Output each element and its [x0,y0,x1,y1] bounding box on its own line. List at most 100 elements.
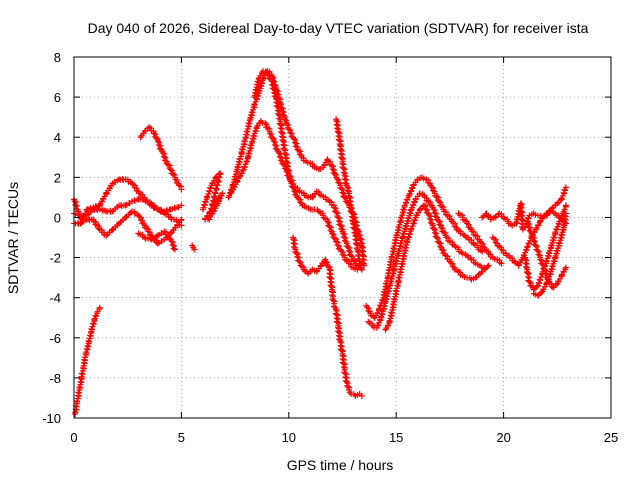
data-point [171,246,178,253]
data-point [141,234,148,241]
data-point [154,232,161,239]
data-point [127,209,134,216]
y-tick-label: -8 [49,371,61,386]
data-point [141,128,148,135]
x-tick-labels: 0 5 10 15 20 25 [70,430,618,445]
data-point [340,169,347,176]
data-point [534,247,541,254]
data-point [345,247,352,254]
data-point [337,222,344,229]
data-point [333,209,340,216]
data-point [543,212,550,219]
data-point [170,245,177,252]
x-tick-label: 0 [70,430,77,445]
data-point [484,263,491,270]
data-point [434,234,441,241]
data-point [432,213,439,220]
data-point [335,214,342,221]
data-point [346,201,353,208]
x-tick-label: 5 [178,430,185,445]
data-point [71,198,78,205]
data-point [285,172,292,179]
plot-border [73,56,612,419]
data-point [348,252,355,259]
data-point [276,115,283,122]
data-point [492,214,499,221]
data-point [472,274,479,281]
data-point [283,121,290,128]
x-tick-label: 20 [496,430,510,445]
data-point [327,227,334,234]
data-point [485,262,492,269]
data-point [525,223,532,230]
data-point [539,261,546,268]
data-point [351,229,358,236]
x-tick-label: 10 [282,430,296,445]
data-point [426,215,433,222]
chart-title: Day 040 of 2026, Sidereal Day-to-day VTE… [88,20,589,36]
y-tick-label: 0 [54,210,61,225]
y-tick-label: -6 [49,331,61,346]
data-point [288,180,295,187]
y-axis-title: SDTVAR / TECUs [5,182,21,294]
data-point [178,216,185,223]
data-point [95,225,102,232]
data-point [166,235,173,242]
data-point [294,253,301,260]
data-point [345,383,352,390]
data-point [426,212,433,219]
data-point [340,364,347,371]
data-point [338,225,345,232]
data-point [328,162,335,169]
y-tick-label: 4 [54,130,61,145]
data-point [529,233,536,240]
y-tick-label: 8 [54,50,61,65]
data-point [537,256,544,263]
data-point [550,284,557,291]
data-point [340,230,347,237]
data-point [167,166,174,173]
data-points [71,68,569,417]
data-point [522,263,529,270]
y-tick-label: -2 [49,251,61,266]
data-point [562,184,569,191]
y-tick-label: 2 [54,170,61,185]
data-point [339,189,346,196]
data-point [345,243,352,250]
data-point [498,260,505,267]
data-point [293,249,300,256]
data-point [96,304,103,311]
data-point [340,233,347,240]
data-point [358,265,365,272]
data-point [548,205,555,212]
data-point [178,202,185,209]
data-point [535,251,542,258]
data-point [101,207,108,214]
data-point [178,186,185,193]
data-point [562,202,569,209]
data-point [358,266,365,273]
data-point [437,243,444,250]
data-point [530,237,537,244]
data-point [335,217,342,224]
data-point [358,392,365,399]
data-point [562,264,569,271]
y-tick-label: -4 [49,291,61,306]
data-point [526,278,533,285]
data-point [309,194,316,201]
x-tick-label: 25 [604,430,618,445]
data-point [122,202,129,209]
data-point [562,210,569,217]
data-point [154,206,161,213]
data-point [154,240,161,247]
data-point [431,229,438,236]
data-point [430,225,437,232]
axis-ticks [73,56,612,419]
data-point [287,176,294,183]
y-tick-label: 6 [54,90,61,105]
data-point [533,283,540,290]
data-point [262,120,269,127]
data-point [349,217,356,224]
x-tick-label: 15 [389,430,403,445]
data-point [438,224,445,231]
